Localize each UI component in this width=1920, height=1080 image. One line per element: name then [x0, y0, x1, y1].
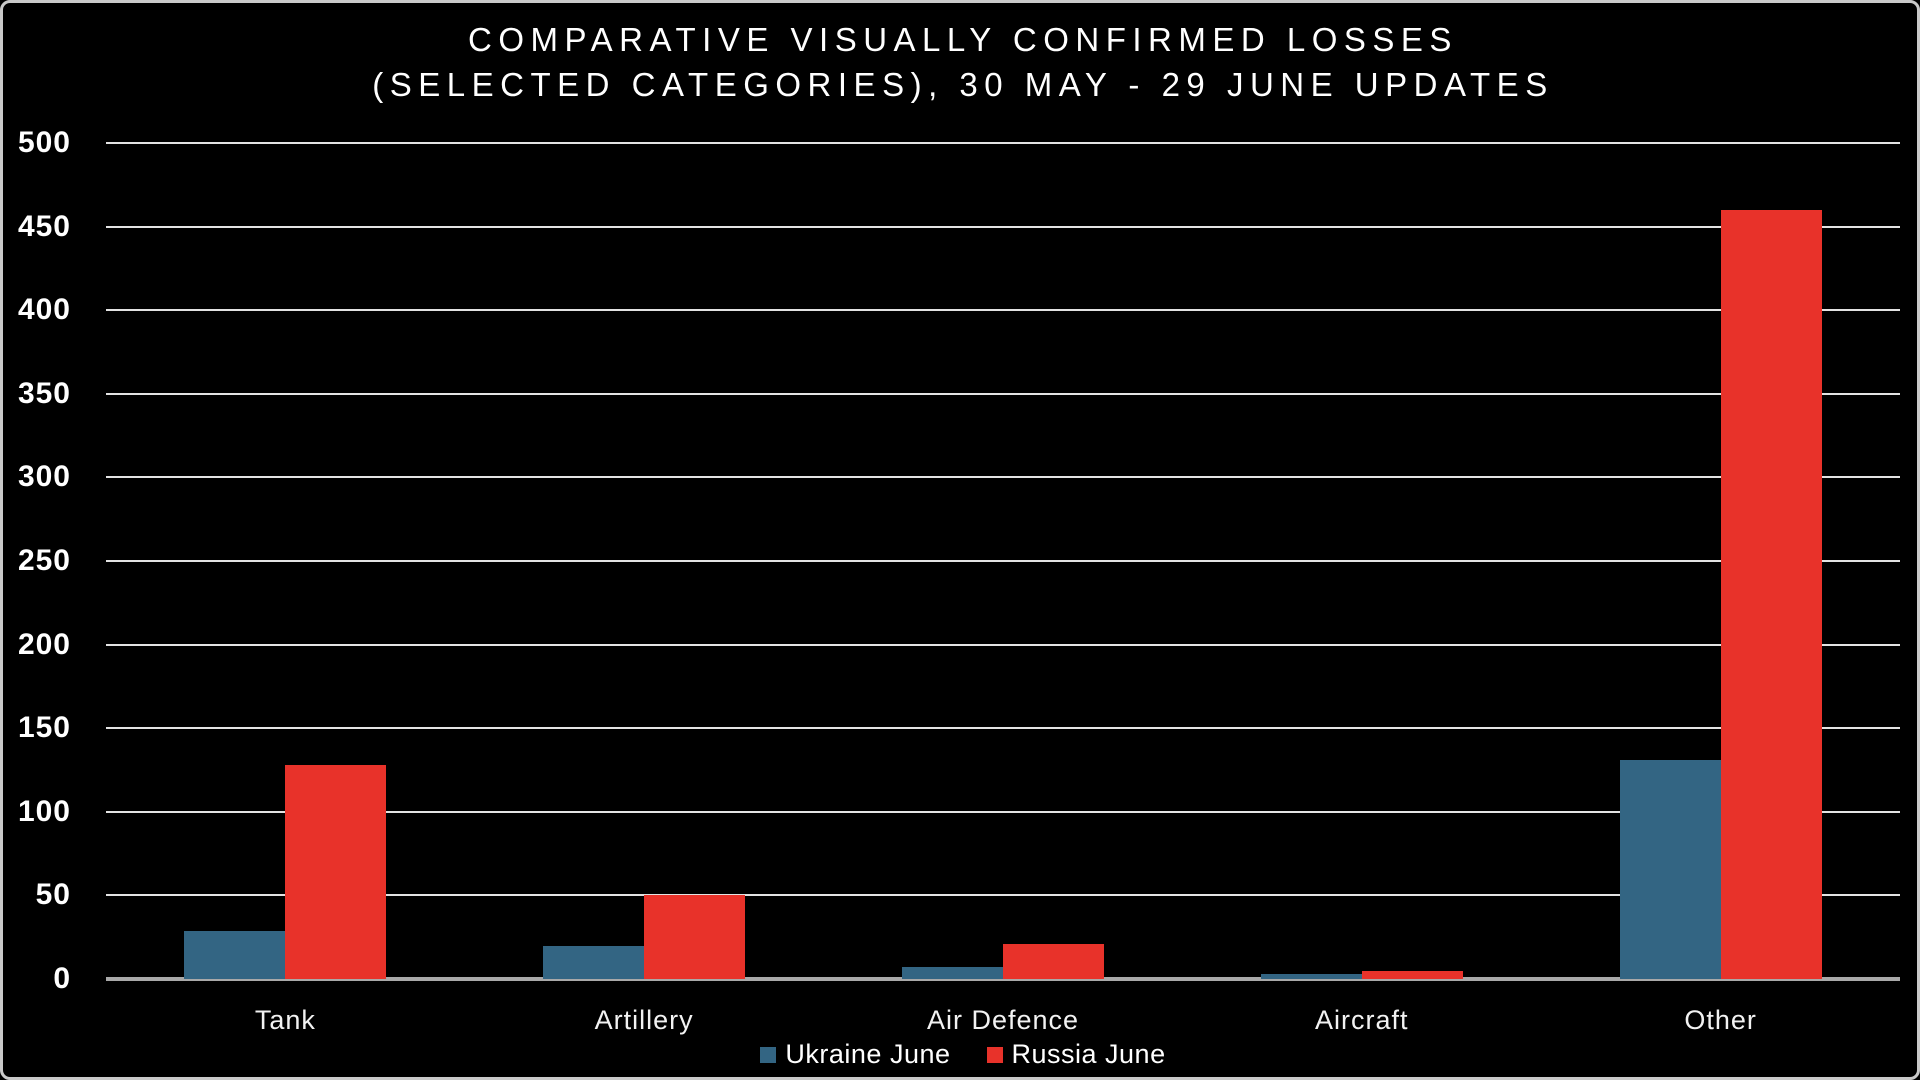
bar-ukraine-june-aircraft	[1260, 973, 1362, 979]
gridline-450	[106, 225, 1900, 228]
gridline-350	[106, 392, 1900, 395]
x-category-label-tank: Tank	[254, 1005, 316, 1035]
gridline-400	[106, 309, 1900, 312]
y-tick-label-350: 350	[17, 376, 71, 410]
bar-russia-june-tank	[285, 764, 387, 979]
legend-item-ukraine-june: Ukraine June	[760, 1039, 950, 1070]
legend: Ukraine June Russia June	[3, 1039, 1920, 1070]
y-tick-label-450: 450	[17, 209, 71, 243]
x-category-label-other: Other	[1684, 1005, 1757, 1035]
bar-ukraine-june-artillery	[543, 945, 645, 979]
legend-item-russia-june: Russia June	[986, 1039, 1166, 1070]
bar-ukraine-june-tank	[184, 930, 286, 979]
x-category-label-air-defence: Air Defence	[926, 1005, 1080, 1035]
y-tick-label-50: 50	[35, 878, 71, 912]
chart-title-line1: COMPARATIVE VISUALLY CONFIRMED LOSSES	[468, 21, 1458, 58]
gridline-250	[106, 560, 1900, 562]
legend-label-russia: Russia June	[1011, 1039, 1166, 1069]
legend-swatch-ukraine-icon	[760, 1046, 777, 1063]
plot-area	[106, 142, 1900, 981]
y-tick-label-250: 250	[17, 544, 71, 577]
gridline-300	[106, 476, 1900, 479]
bar-ukraine-june-air-defence	[902, 967, 1003, 979]
y-tick-label-400: 400	[17, 293, 71, 327]
x-category-label-artillery: Artillery	[594, 1005, 694, 1035]
gridline-100	[106, 810, 1900, 813]
gridline-50	[106, 894, 1900, 897]
bar-ukraine-june-other	[1619, 759, 1721, 979]
legend-label-ukraine: Ukraine June	[785, 1039, 951, 1069]
bar-russia-june-artillery	[644, 895, 746, 979]
y-tick-label-500: 500	[17, 126, 71, 159]
gridline-500	[106, 142, 1900, 144]
bar-russia-june-air-defence	[1003, 943, 1104, 979]
y-tick-label-200: 200	[17, 627, 71, 661]
chart-title-line2: (SELECTED CATEGORIES), 30 MAY - 29 JUNE …	[372, 66, 1554, 103]
gridline-200	[106, 643, 1900, 646]
legend-swatch-russia-icon	[986, 1046, 1003, 1063]
y-tick-label-300: 300	[17, 460, 71, 494]
bar-russia-june-aircraft	[1361, 970, 1463, 979]
bar-russia-june-other	[1720, 209, 1822, 979]
y-tick-label-100: 100	[17, 794, 71, 828]
y-tick-label-0: 0	[53, 962, 71, 995]
y-tick-label-150: 150	[17, 711, 71, 745]
chart-title: COMPARATIVE VISUALLY CONFIRMED LOSSES (S…	[3, 17, 1920, 107]
x-category-label-aircraft: Aircraft	[1315, 1005, 1409, 1035]
x-axis-line	[106, 977, 1900, 981]
gridline-150	[106, 727, 1900, 730]
